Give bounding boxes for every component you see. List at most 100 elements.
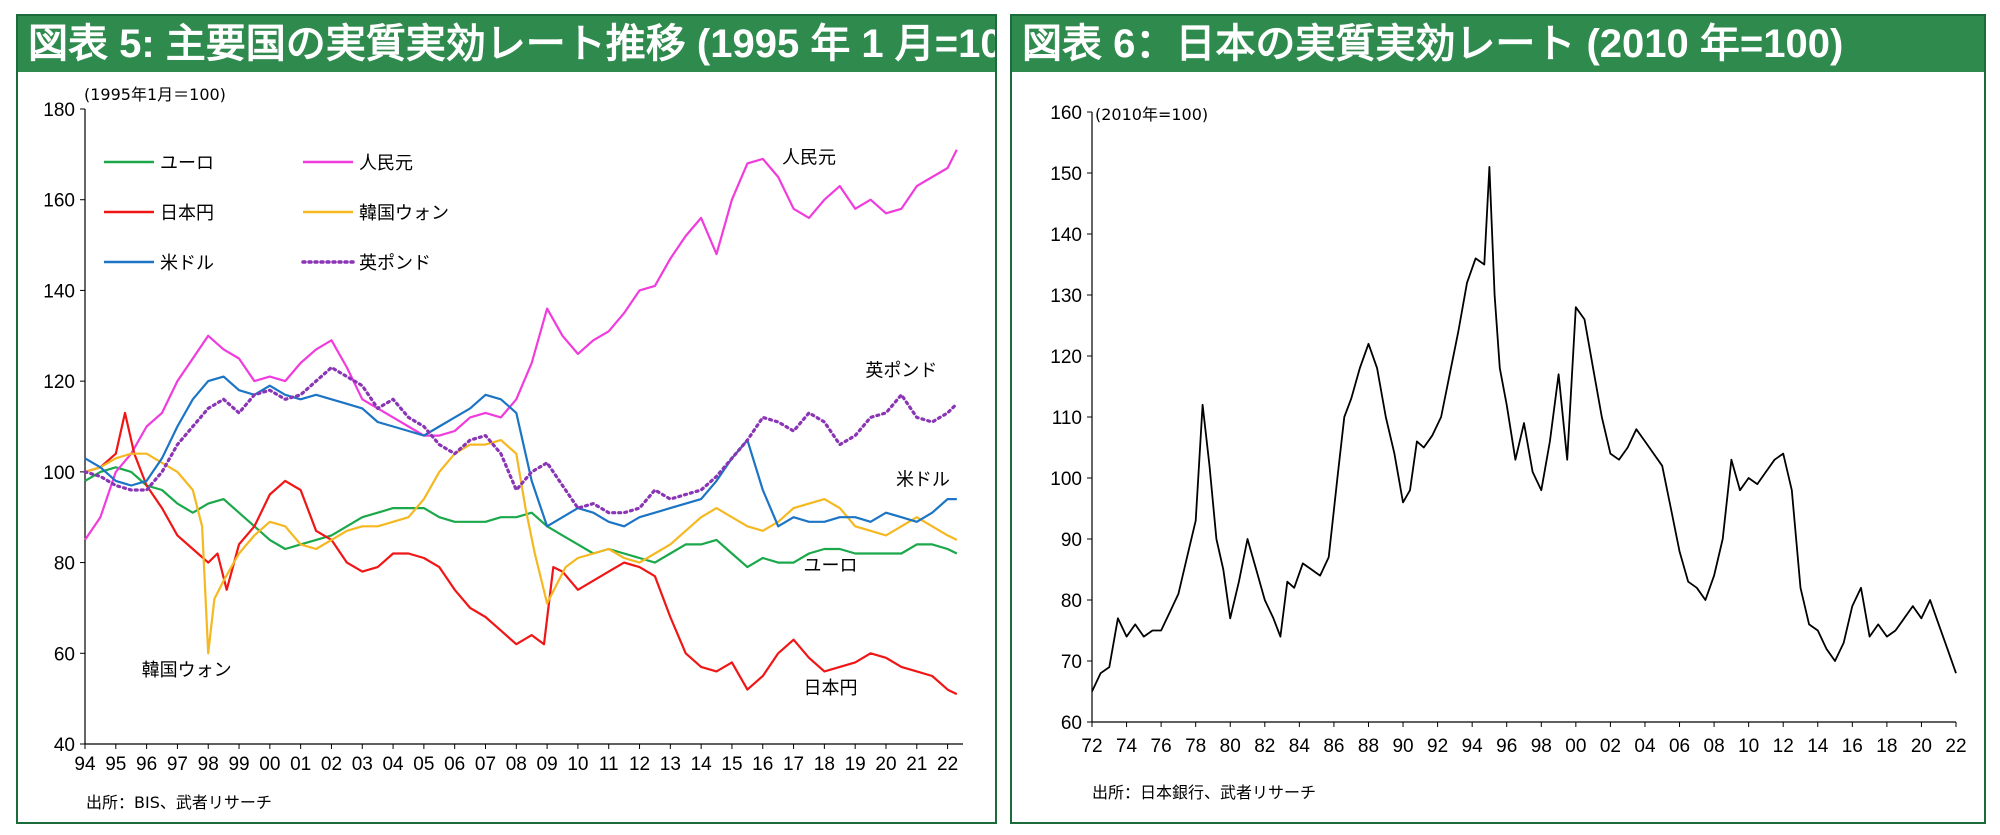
x-tick-label: 88 <box>1358 736 1379 757</box>
y-tick-label: 120 <box>1050 347 1082 368</box>
chart-title: 図表 5: 主要国の実質実効レート推移 (1995 年 1 月=100) <box>18 16 995 72</box>
chart-panel-5: 図表 5: 主要国の実質実効レート推移 (1995 年 1 月=100) 40 6… <box>16 14 997 824</box>
y-tick-label: 120 <box>43 372 75 393</box>
x-tick-label: 90 <box>1392 736 1413 757</box>
series-annotation: ユーロ <box>804 556 858 577</box>
x-tick-label: 04 <box>1634 736 1656 757</box>
x-tick-label: 02 <box>1600 736 1621 757</box>
x-tick-label: 96 <box>136 754 157 775</box>
unit-note: (2010年=100) <box>1095 105 1208 124</box>
x-tick-label: 82 <box>1254 736 1275 757</box>
series-annotation: 人民元 <box>782 147 836 168</box>
x-tick-label: 17 <box>783 754 804 775</box>
y-tick-label: 80 <box>54 554 75 575</box>
y-tick-label: 150 <box>1050 164 1082 185</box>
series-line-0 <box>1091 166 1957 692</box>
series-annotation: 英ポンド <box>865 361 937 382</box>
x-tick-label: 99 <box>228 754 249 775</box>
x-tick-label: 08 <box>1704 736 1725 757</box>
x-tick-label: 18 <box>1876 736 1897 757</box>
x-tick-label: 00 <box>1565 736 1586 757</box>
chart-6-plot: 60 70 80 90 100 110 120 130 140 150 160 72 74 76 78 80 8… <box>1050 103 1966 802</box>
series-line-0 <box>84 466 958 569</box>
y-tick-label: 180 <box>43 100 75 121</box>
x-tick-label: 01 <box>290 754 311 775</box>
y-tick-label: 100 <box>43 463 75 484</box>
x-tick-label: 05 <box>413 754 434 775</box>
source-note: 出所：日本銀行、武者リサーチ <box>1092 783 1316 802</box>
y-tick-label: 60 <box>54 644 75 665</box>
x-tick-label: 04 <box>382 754 404 775</box>
x-tick-label: 78 <box>1185 736 1206 757</box>
x-tick-label: 74 <box>1116 736 1138 757</box>
series-line-1 <box>84 149 958 541</box>
x-tick-label: 96 <box>1496 736 1517 757</box>
x-tick-label: 06 <box>444 754 465 775</box>
legend-label: ユーロ <box>160 153 214 174</box>
x-tick-label: 95 <box>105 754 126 775</box>
x-tick-label: 21 <box>906 754 927 775</box>
x-tick-label: 00 <box>259 754 280 775</box>
unit-note: (1995年1月＝100) <box>84 85 226 104</box>
y-tick-label: 70 <box>1061 652 1082 673</box>
x-tick-label: 03 <box>352 754 373 775</box>
y-tick-label: 160 <box>43 191 75 212</box>
y-tick-label: 140 <box>43 281 75 302</box>
x-tick-label: 94 <box>1462 736 1484 757</box>
y-tick-label: 60 <box>1061 713 1082 734</box>
x-tick-label: 22 <box>1945 736 1966 757</box>
x-tick-label: 97 <box>167 754 188 775</box>
series-annotation: 韓国ウォン <box>142 660 232 681</box>
x-tick-label: 10 <box>567 754 588 775</box>
x-tick-label: 84 <box>1289 736 1311 757</box>
x-tick-label: 14 <box>1807 736 1829 757</box>
series-line-2 <box>84 411 958 696</box>
legend-label: 韓国ウォン <box>359 203 449 224</box>
x-tick-label: 09 <box>537 754 558 775</box>
y-tick-label: 100 <box>1050 469 1082 490</box>
chart-panel-6: 図表 6：日本の実質実効レート (2010 年=100) 60 70 80 90 100… <box>1010 14 1986 824</box>
x-tick-label: 22 <box>937 754 958 775</box>
legend-label: 米ドル <box>160 253 214 274</box>
series-annotation: 日本円 <box>804 678 858 699</box>
y-tick-label: 140 <box>1050 225 1082 246</box>
x-tick-label: 10 <box>1738 736 1759 757</box>
legend-label: 日本円 <box>160 203 214 224</box>
x-tick-label: 14 <box>691 754 713 775</box>
x-tick-label: 20 <box>1911 736 1932 757</box>
y-tick-label: 110 <box>1052 408 1082 429</box>
series-line-3 <box>84 439 958 655</box>
legend-label: 人民元 <box>359 153 413 174</box>
series-line-4 <box>84 375 957 528</box>
x-tick-label: 11 <box>599 754 619 775</box>
series-annotation: 米ドル <box>896 469 950 490</box>
x-tick-label: 07 <box>475 754 496 775</box>
x-tick-label: 12 <box>1773 736 1794 757</box>
x-tick-label: 13 <box>660 754 681 775</box>
x-tick-label: 08 <box>506 754 527 775</box>
x-tick-label: 15 <box>721 754 742 775</box>
x-tick-label: 98 <box>1531 736 1552 757</box>
x-tick-label: 98 <box>198 754 219 775</box>
x-tick-label: 20 <box>875 754 896 775</box>
x-tick-label: 02 <box>321 754 342 775</box>
x-tick-label: 12 <box>629 754 650 775</box>
y-tick-label: 40 <box>54 735 75 756</box>
series-line-5 <box>83 365 959 515</box>
x-tick-label: 86 <box>1323 736 1344 757</box>
y-tick-label: 160 <box>1050 103 1082 124</box>
x-tick-label: 19 <box>845 754 866 775</box>
x-tick-label: 72 <box>1081 736 1102 757</box>
x-tick-label: 94 <box>74 754 96 775</box>
y-tick-label: 90 <box>1061 530 1082 551</box>
x-tick-label: 18 <box>814 754 835 775</box>
legend-label: 英ポンド <box>359 253 431 274</box>
x-tick-label: 80 <box>1220 736 1241 757</box>
source-note: 出所：BIS、武者リサーチ <box>86 793 272 812</box>
chart-5-plot: 40 60 80 100 120 140 160 180 94 95 96 97 98 99 00 01 02 0… <box>43 85 963 812</box>
x-tick-label: 16 <box>752 754 773 775</box>
x-tick-label: 76 <box>1151 736 1172 757</box>
y-tick-label: 130 <box>1050 286 1082 307</box>
y-tick-label: 80 <box>1061 591 1082 612</box>
x-tick-label: 06 <box>1669 736 1690 757</box>
